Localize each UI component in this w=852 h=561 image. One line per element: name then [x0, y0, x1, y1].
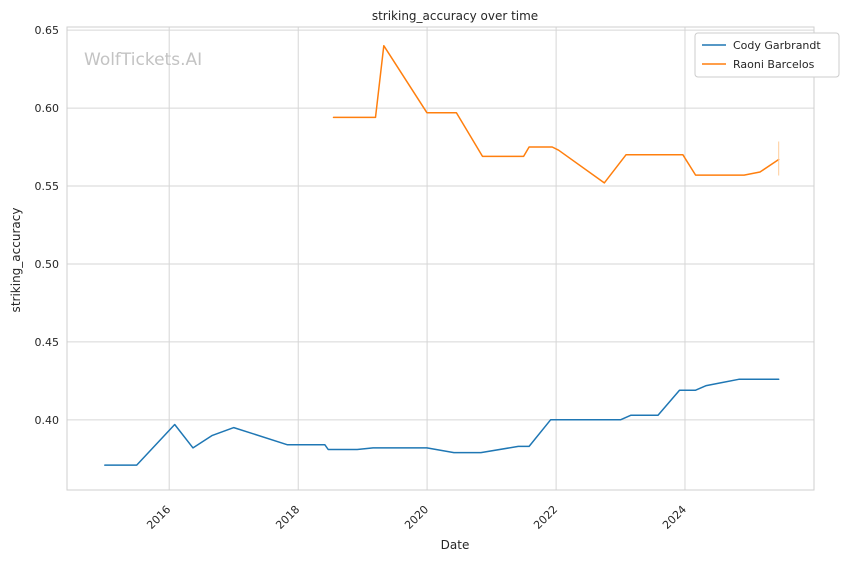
legend-label-cody-garbrandt: Cody Garbrandt [733, 39, 821, 52]
y-tick-label: 0.60 [35, 102, 60, 115]
y-tick-label: 0.50 [35, 258, 60, 271]
y-tick-label: 0.40 [35, 414, 60, 427]
legend-label-raoni-barcelos: Raoni Barcelos [733, 58, 815, 71]
legend-box [694, 32, 840, 78]
grid-lines [67, 27, 814, 490]
x-axis-label: Date [441, 538, 470, 552]
legend: Cody Garbrandt Raoni Barcelos [694, 32, 840, 78]
y-tick-label: 0.55 [35, 180, 60, 193]
chart-title: striking_accuracy over time [372, 9, 538, 23]
watermark-text: WolfTickets.AI [84, 50, 202, 70]
plot-frame [66, 26, 815, 491]
series-line-raoni-barcelos [332, 44, 780, 184]
y-tick-label: 0.65 [35, 24, 60, 37]
y-axis-label: striking_accuracy [9, 208, 23, 313]
series-lines [104, 44, 780, 466]
series-line-cody-garbrandt [104, 378, 780, 466]
y-tick-label: 0.45 [35, 336, 60, 349]
